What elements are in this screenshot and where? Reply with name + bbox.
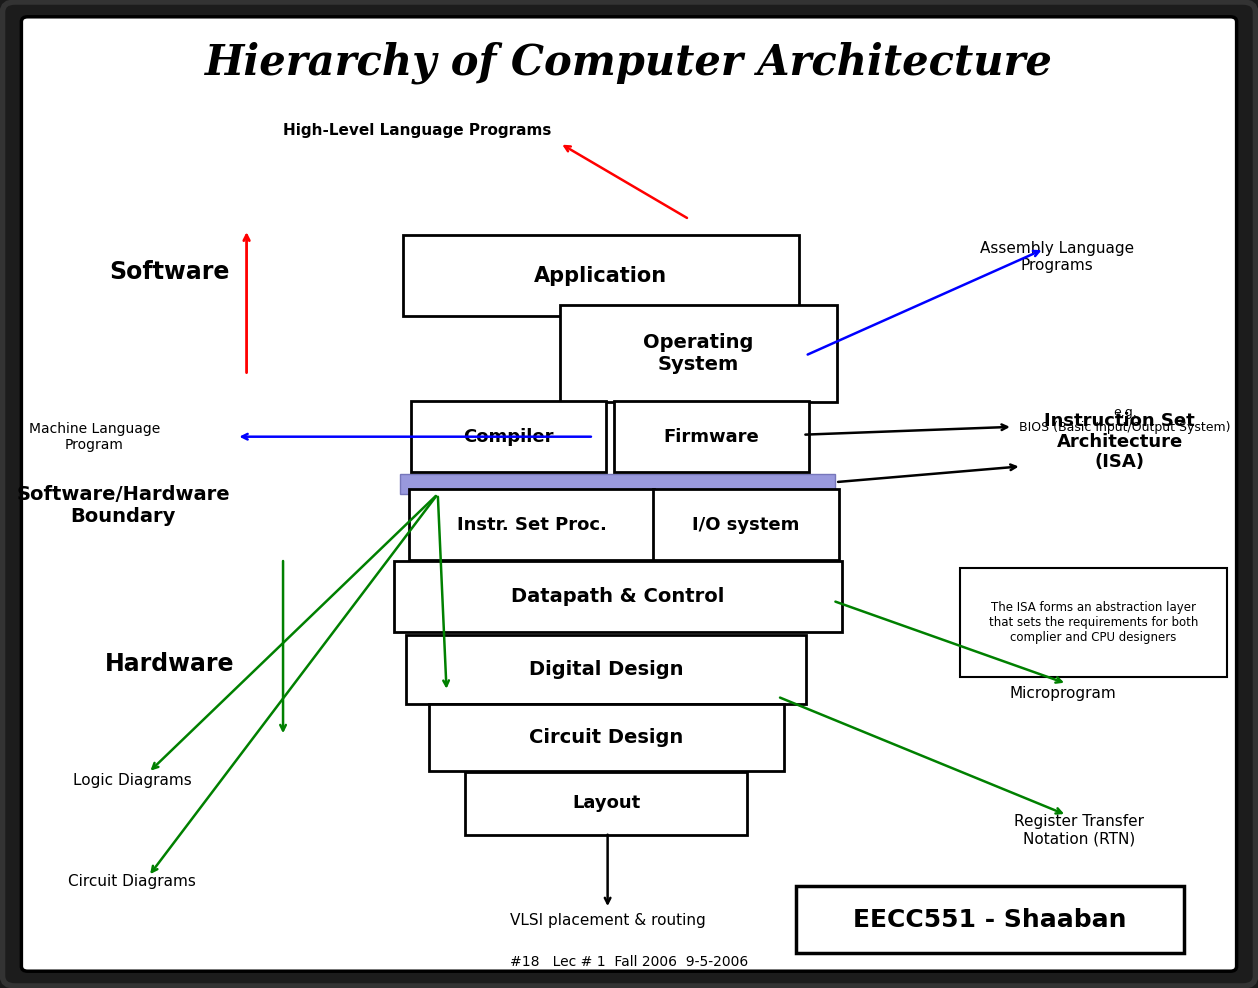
FancyBboxPatch shape (560, 305, 837, 402)
FancyBboxPatch shape (960, 568, 1227, 677)
Text: Datapath & Control: Datapath & Control (511, 587, 725, 607)
Text: Register Transfer
Notation (RTN): Register Transfer Notation (RTN) (1014, 814, 1145, 846)
Text: Hierarchy of Computer Architecture: Hierarchy of Computer Architecture (205, 41, 1053, 85)
Text: Compiler: Compiler (464, 428, 554, 446)
FancyBboxPatch shape (21, 17, 1237, 971)
FancyBboxPatch shape (614, 401, 809, 472)
Text: Firmware: Firmware (663, 428, 760, 446)
Text: I/O system: I/O system (692, 516, 800, 534)
Text: Circuit Diagrams: Circuit Diagrams (68, 873, 196, 889)
FancyBboxPatch shape (409, 489, 654, 560)
FancyBboxPatch shape (3, 2, 1255, 986)
Text: VLSI placement & routing: VLSI placement & routing (509, 913, 706, 929)
Text: Microprogram: Microprogram (1010, 686, 1116, 701)
Text: Instruction Set
Architecture
(ISA): Instruction Set Architecture (ISA) (1044, 412, 1195, 471)
FancyBboxPatch shape (796, 886, 1184, 953)
Text: Operating
System: Operating System (643, 333, 754, 374)
Text: #18   Lec # 1  Fall 2006  9-5-2006: #18 Lec # 1 Fall 2006 9-5-2006 (509, 955, 749, 969)
FancyBboxPatch shape (394, 561, 842, 632)
Text: Software: Software (109, 260, 230, 284)
Text: Application: Application (535, 266, 667, 286)
FancyBboxPatch shape (411, 401, 606, 472)
Text: Assembly Language
Programs: Assembly Language Programs (980, 241, 1133, 273)
FancyBboxPatch shape (465, 772, 747, 835)
Text: Layout: Layout (572, 794, 640, 812)
Text: Circuit Design: Circuit Design (530, 728, 683, 747)
Text: High-Level Language Programs: High-Level Language Programs (283, 123, 552, 138)
FancyBboxPatch shape (429, 704, 784, 771)
Text: e.g.
BIOS (Basic Input/Output System): e.g. BIOS (Basic Input/Output System) (1019, 406, 1230, 434)
FancyBboxPatch shape (400, 474, 835, 494)
Text: EECC551 - Shaaban: EECC551 - Shaaban (853, 908, 1127, 932)
Text: Instr. Set Proc.: Instr. Set Proc. (457, 516, 606, 534)
FancyBboxPatch shape (406, 635, 806, 704)
FancyBboxPatch shape (403, 235, 799, 316)
Text: Digital Design: Digital Design (530, 660, 683, 680)
Text: Logic Diagrams: Logic Diagrams (73, 773, 191, 788)
Text: Software/Hardware
Boundary: Software/Hardware Boundary (16, 485, 230, 527)
Text: Machine Language
Program: Machine Language Program (29, 422, 160, 452)
FancyBboxPatch shape (653, 489, 839, 560)
Text: The ISA forms an abstraction layer
that sets the requirements for both
complier : The ISA forms an abstraction layer that … (989, 601, 1198, 644)
Text: Hardware: Hardware (106, 652, 234, 676)
